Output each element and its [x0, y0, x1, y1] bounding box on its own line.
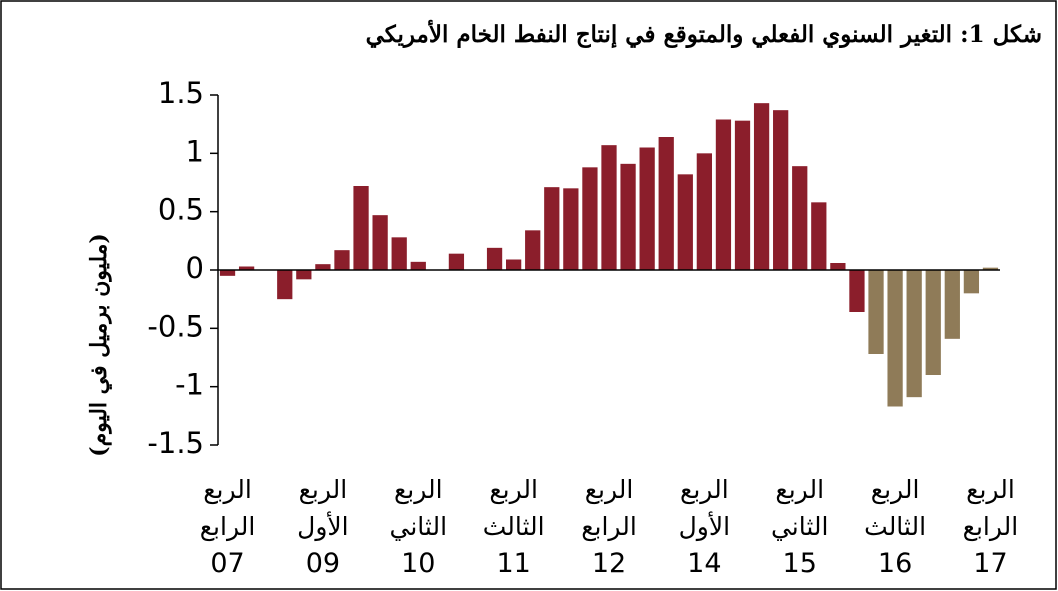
x-tick-label-line: الثاني: [390, 512, 448, 541]
x-tick-label-line: 11: [496, 548, 530, 579]
bar: [238, 266, 255, 270]
bar: [277, 270, 293, 300]
bar: [753, 103, 770, 271]
y-axis-label: (مليون برميل في اليوم): [86, 233, 112, 457]
x-tick-label-line: الثالث: [864, 512, 926, 541]
x-tick-label-line: الأول: [679, 510, 730, 542]
bar: [219, 270, 236, 276]
bar: [925, 270, 941, 375]
bar: [944, 270, 960, 339]
bar: [620, 163, 636, 270]
bar: [334, 250, 350, 270]
bar: [734, 120, 751, 271]
x-tick-label-line: الربع: [489, 475, 538, 505]
bar: [849, 270, 865, 312]
x-tick-label-line: 07: [210, 548, 244, 579]
x-tick-label-line: الربع: [966, 475, 1015, 505]
bar: [563, 188, 579, 270]
x-tick-label: الربع الثاني 10: [390, 475, 448, 579]
x-tick-label-line: الربع: [299, 475, 348, 505]
bar: [391, 237, 407, 270]
x-tick-label: الربع الأول 14: [679, 475, 730, 579]
x-tick-label-line: 10: [401, 548, 435, 579]
y-tick-label: -1: [175, 368, 204, 402]
y-tick-label: 0.5: [158, 193, 204, 227]
bar: [601, 145, 617, 270]
bar: [315, 264, 331, 270]
x-tick-label-line: الربع: [394, 475, 443, 505]
bar: [582, 167, 598, 270]
x-tick-label: الربع الرابع 07: [200, 475, 256, 579]
y-tick-label: -0.5: [147, 309, 204, 343]
x-tick-label-line: 09: [306, 548, 340, 579]
x-tick-label-line: الرابع: [963, 512, 1019, 542]
y-tick-label: 1: [186, 134, 204, 168]
bar: [525, 230, 541, 270]
x-tick-label: الربع الثالث 11: [483, 475, 545, 579]
x-tick-label: الربع الثاني 15: [771, 475, 829, 579]
x-tick-label: الربع الرابع 12: [581, 475, 637, 579]
x-tick-label-line: 12: [592, 548, 626, 579]
bar: [792, 166, 808, 270]
y-tick-label: 1.5: [158, 76, 204, 110]
x-tick-label-line: الرابع: [581, 512, 637, 542]
bar: [410, 261, 426, 270]
bar: [868, 270, 884, 354]
x-tick-label-line: الربع: [680, 475, 729, 505]
bar: [353, 186, 369, 270]
bar: [715, 119, 732, 270]
bar: [963, 270, 980, 294]
bar: [296, 270, 312, 280]
bar: [982, 267, 999, 270]
bar: [677, 174, 693, 270]
x-tick-label: الربع الرابع 17: [963, 475, 1019, 579]
x-tick-label-line: الثالث: [483, 512, 545, 541]
y-tick-label: -1.5: [147, 426, 204, 460]
bar: [887, 270, 903, 407]
bar: [639, 147, 655, 270]
bar: [544, 187, 560, 270]
x-tick-label-line: الرابع: [200, 512, 256, 542]
bar: [773, 110, 789, 271]
bar: [486, 247, 503, 270]
bar: [696, 153, 712, 270]
x-tick-label-line: الربع: [203, 475, 252, 505]
x-tick-label: الربع الأول 09: [297, 475, 348, 579]
bar: [372, 215, 388, 270]
x-tick-label-line: الربع: [585, 475, 634, 505]
bar: [658, 137, 674, 270]
bar: [830, 263, 846, 270]
x-tick-label-line: 15: [783, 548, 817, 579]
chart-title: شكل 1: التغير السنوي الفعلي والمتوقع في …: [366, 19, 1042, 49]
x-tick-label-line: الربع: [775, 475, 824, 505]
x-tick-label-line: 17: [973, 548, 1007, 579]
x-tick-label-line: 16: [878, 548, 912, 579]
x-tick-label: الربع الثالث 16: [864, 475, 926, 579]
y-tick-label: 0: [186, 251, 204, 285]
bar: [906, 270, 922, 398]
bar: [506, 259, 522, 270]
x-tick-label-line: 14: [687, 548, 721, 579]
x-tick-label-line: الربع: [871, 475, 920, 505]
bar: [448, 253, 465, 270]
x-tick-label-line: الثاني: [771, 512, 829, 541]
bar: [811, 202, 827, 270]
x-tick-label-line: الأول: [297, 510, 348, 542]
